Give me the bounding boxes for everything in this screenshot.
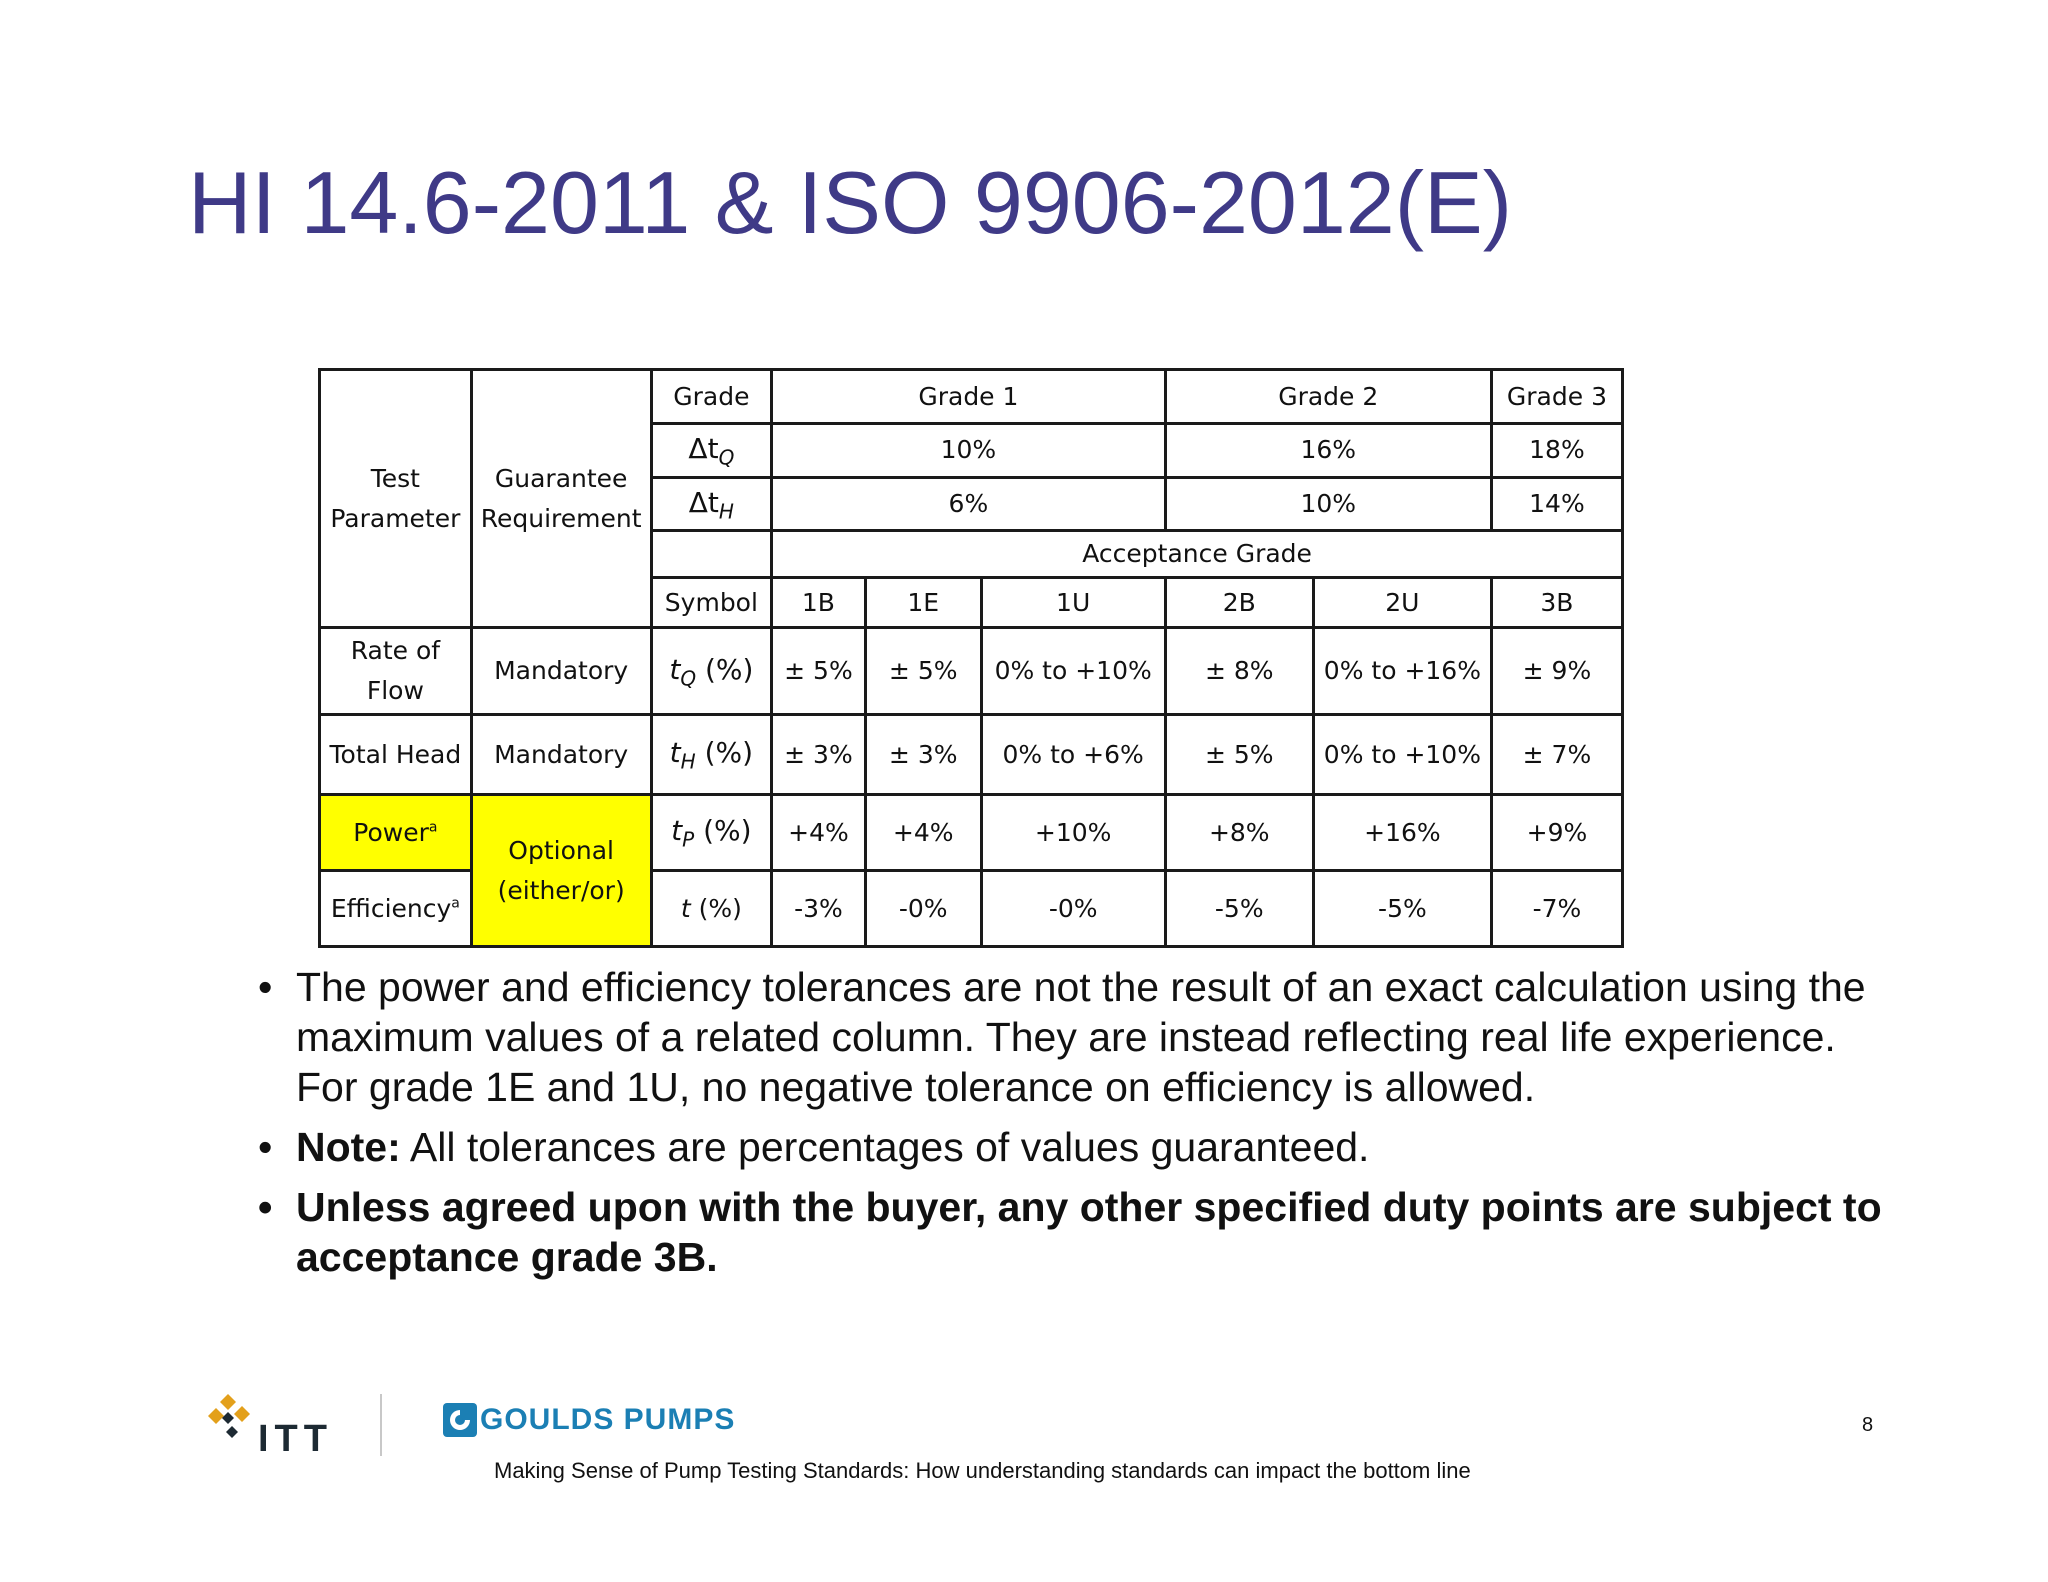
page-number: 8: [1862, 1414, 1874, 1436]
header-grade: Grade: [649, 368, 774, 425]
row-symbol: t (%): [649, 869, 774, 949]
bullet-acceptance: Unless agreed upon with the buyer, any o…: [258, 1182, 1898, 1282]
row-value: +9%: [1489, 793, 1625, 873]
delta-tq-grade2: 16%: [1163, 422, 1493, 479]
table-row: Total Head Mandatory tH (%) ± 3% ± 3% 0%…: [318, 713, 1625, 797]
row-value: ± 7%: [1489, 713, 1625, 797]
header-test-parameter: Test Parameter: [318, 367, 473, 630]
row-param: Rate of Flow: [318, 626, 473, 717]
acceptance-grade-2b: 2B: [1163, 576, 1315, 630]
acceptance-grade-1e: 1E: [863, 576, 983, 630]
row-value: +10%: [979, 793, 1167, 873]
row-value: 0% to +6%: [979, 713, 1167, 797]
table-row: Rate of Flow Mandatory tQ (%) ± 5% ± 5% …: [318, 626, 1625, 717]
row-value: -0%: [979, 869, 1167, 949]
row-value: +8%: [1163, 793, 1315, 873]
row-value: -7%: [1489, 869, 1625, 949]
goulds-pumps-logo: GOULDS PUMPS: [442, 1402, 735, 1438]
header-grade-3: Grade 3: [1489, 368, 1625, 425]
table-row: Powera Optional (either/or) tP (%) +4% +…: [318, 793, 1625, 949]
row-value: ± 5%: [770, 626, 867, 717]
delta-tq-grade1: 10%: [770, 422, 1167, 479]
row-value: -5%: [1311, 869, 1493, 949]
row-value: -0%: [863, 869, 983, 949]
table-row: Efficiencya t (%) -3% -0% -0% -5% -5% -7…: [318, 869, 1625, 949]
row-requirement: Mandatory: [469, 626, 653, 717]
row-symbol: tP (%): [649, 793, 774, 873]
delta-th-symbol: ΔtH: [649, 475, 774, 533]
footer-subtitle: Making Sense of Pump Testing Standards: …: [494, 1458, 1471, 1483]
bullet-tolerances: The power and efficiency tolerances are …: [258, 962, 1898, 1112]
itt-logo-icon: [208, 1392, 256, 1445]
row-value: -5%: [1163, 869, 1315, 949]
blank-cell: [649, 529, 774, 580]
row-param: Total Head: [318, 713, 473, 797]
row-value: ± 3%: [863, 713, 983, 797]
row-value: ± 5%: [1163, 713, 1315, 797]
goulds-logo-text: GOULDS PUMPS: [480, 1403, 736, 1436]
slide-title: HI 14.6-2011 & ISO 9906-2012(E): [188, 153, 1513, 252]
goulds-swirl-icon: [443, 1403, 477, 1437]
acceptance-grade-header: Acceptance Grade: [770, 529, 1624, 580]
symbol-header: Symbol: [649, 576, 774, 630]
row-value: ± 5%: [863, 626, 983, 717]
row-value: +4%: [770, 793, 867, 873]
row-requirement-optional: Optional (either/or): [469, 793, 653, 949]
bullet-note: Note: All tolerances are percentages of …: [258, 1122, 1898, 1172]
row-value: ± 9%: [1489, 626, 1625, 717]
row-value: ± 8%: [1163, 626, 1315, 717]
row-param-power: Powera: [318, 793, 473, 873]
row-value: 0% to +10%: [979, 626, 1167, 717]
bullet-list: The power and efficiency tolerances are …: [258, 962, 1898, 1292]
itt-logo-text: ITT: [258, 1418, 333, 1460]
acceptance-grade-1b: 1B: [770, 576, 867, 630]
delta-tq-symbol: ΔtQ: [649, 422, 774, 479]
acceptance-grade-2u: 2U: [1311, 576, 1493, 630]
delta-th-grade3: 14%: [1489, 475, 1625, 533]
row-symbol: tH (%): [649, 713, 774, 797]
row-value: 0% to +16%: [1311, 626, 1493, 717]
tolerance-table: Test Parameter Guarantee Requirement Gra…: [318, 367, 1625, 949]
row-value: +16%: [1311, 793, 1493, 873]
acceptance-grade-1u: 1U: [979, 576, 1167, 630]
row-value: +4%: [863, 793, 983, 873]
delta-th-grade1: 6%: [770, 475, 1167, 533]
row-symbol: tQ (%): [649, 626, 774, 717]
footer-divider: [380, 1394, 382, 1456]
acceptance-grade-3b: 3B: [1489, 576, 1625, 630]
row-value: 0% to +10%: [1311, 713, 1493, 797]
row-value: -3%: [770, 869, 867, 949]
delta-th-grade2: 10%: [1163, 475, 1493, 533]
row-requirement: Mandatory: [469, 713, 653, 797]
row-param-efficiency: Efficiencya: [318, 869, 473, 949]
header-grade-2: Grade 2: [1163, 368, 1493, 425]
delta-tq-grade3: 18%: [1489, 422, 1625, 479]
header-grade-1: Grade 1: [770, 368, 1167, 425]
header-guarantee-requirement: Guarantee Requirement: [469, 367, 653, 630]
row-value: ± 3%: [770, 713, 867, 797]
